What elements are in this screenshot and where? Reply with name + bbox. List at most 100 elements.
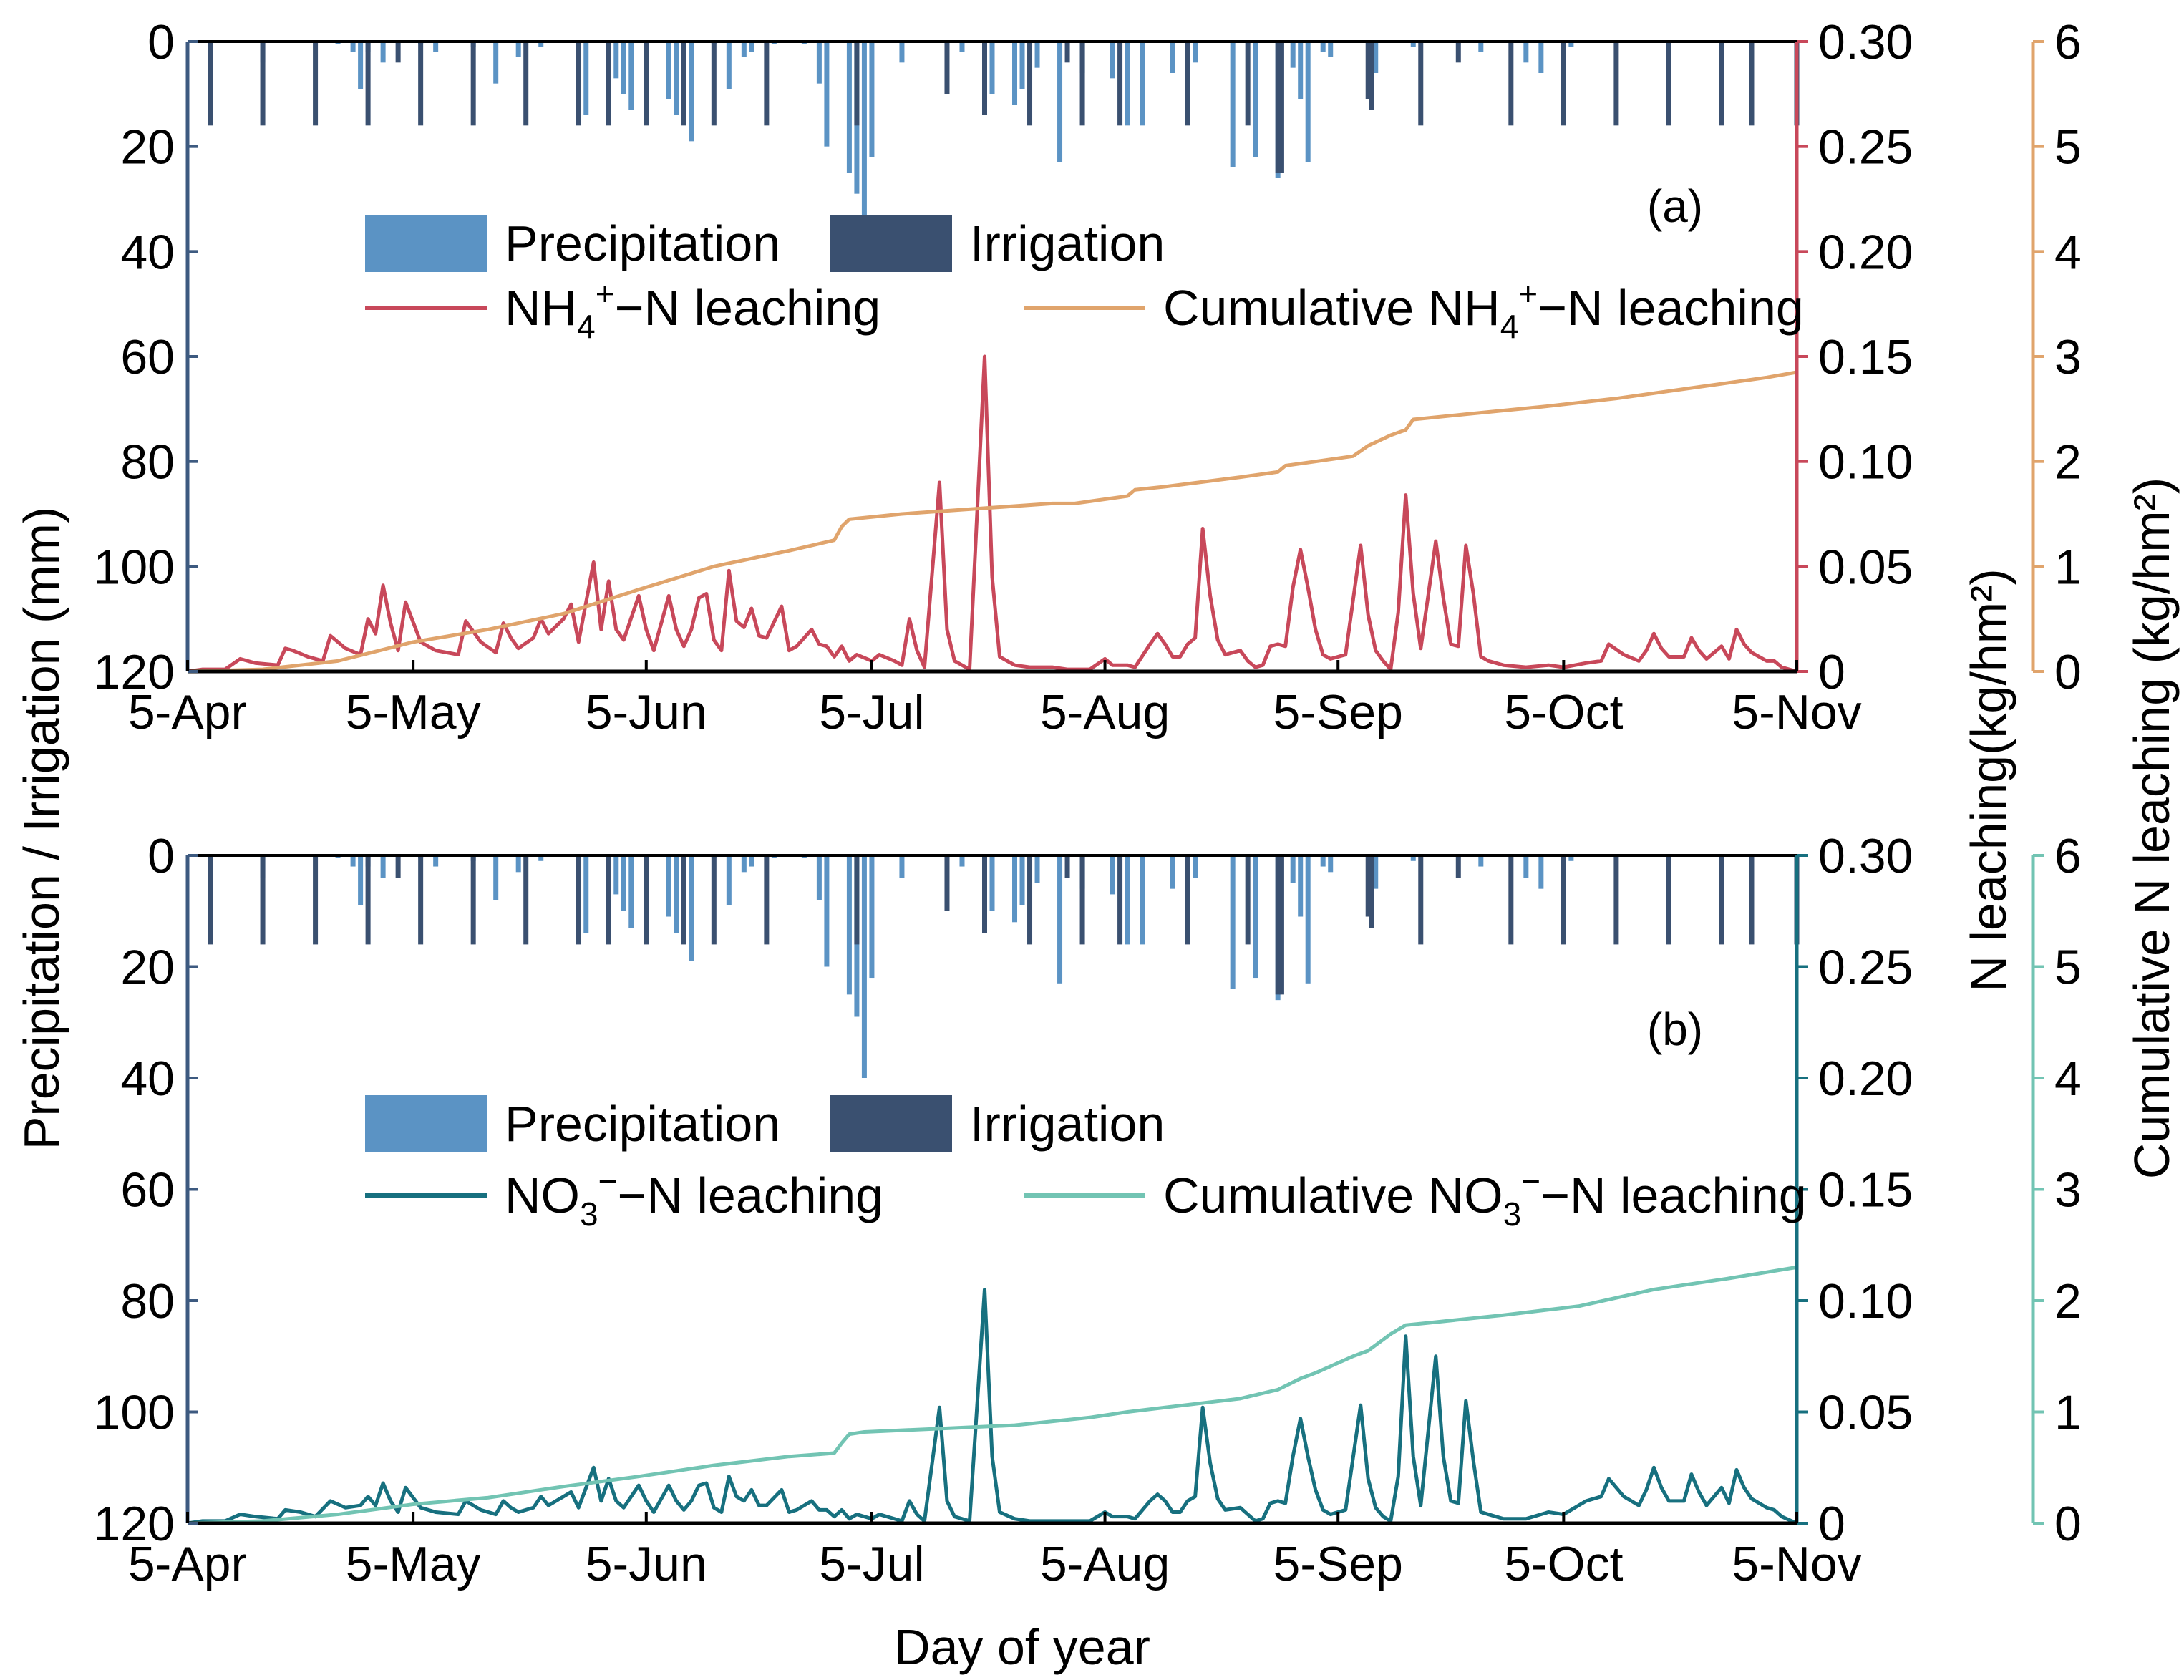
precipitation-bar xyxy=(741,855,747,873)
legend-swatch-irrigation xyxy=(830,1095,952,1152)
right1-tick-label: 0.05 xyxy=(1818,1386,1913,1440)
right2-tick-label: 0 xyxy=(2054,1497,2082,1551)
precipitation-bar xyxy=(350,42,356,52)
left-tick-label: 120 xyxy=(94,1497,175,1551)
right1-tick-label: 0.30 xyxy=(1818,829,1913,883)
left-tick-label: 120 xyxy=(94,645,175,699)
left-tick-label: 20 xyxy=(120,941,175,995)
irrigation-bar xyxy=(711,42,717,126)
precipitation-bar xyxy=(1253,855,1258,979)
precipitation-bar xyxy=(689,42,694,142)
right1-tick-label: 0.25 xyxy=(1818,120,1913,175)
x-tick-label: 5-Apr xyxy=(128,1537,247,1591)
irrigation-bar xyxy=(1613,855,1619,945)
irrigation-bar xyxy=(260,42,266,126)
right2-tick-label: 1 xyxy=(2054,1386,2082,1440)
precipitation-bar xyxy=(816,42,822,84)
left-tick-label: 0 xyxy=(147,829,175,883)
right1-tick-label: 0.10 xyxy=(1818,435,1913,490)
precipitation-bar xyxy=(1230,42,1236,167)
n-leaching-series-line xyxy=(187,354,1797,674)
x-tick-label: 5-Jul xyxy=(819,685,924,739)
precipitation-bar xyxy=(1253,42,1258,157)
right2-tick-label: 2 xyxy=(2054,435,2082,490)
precipitation-bar xyxy=(1568,42,1574,47)
precipitation-bar xyxy=(989,42,995,94)
precipitation-bar xyxy=(861,42,867,252)
precipitation-bar xyxy=(846,42,852,173)
right1-tick-label: 0.05 xyxy=(1818,540,1913,594)
irrigation-bar xyxy=(365,42,371,126)
irrigation-bar xyxy=(1418,855,1424,945)
precipitation-bar xyxy=(1373,855,1379,889)
n-leaching-series-line xyxy=(187,1287,1798,1525)
left-tick-label: 80 xyxy=(120,1274,175,1329)
precipitation-bar xyxy=(824,855,830,967)
x-tick-label: 5-Jun xyxy=(586,685,707,739)
legend-label-irrigation: Irrigation xyxy=(970,1096,1165,1152)
irrigation-bar xyxy=(644,855,649,945)
irrigation-bar xyxy=(1027,855,1033,945)
precipitation-bar xyxy=(613,855,619,895)
precipitation-bar xyxy=(1193,855,1198,878)
irrigation-bar xyxy=(1561,42,1566,126)
x-tick-label: 5-May xyxy=(346,685,481,739)
irrigation-bar xyxy=(470,855,476,945)
irrigation-bar xyxy=(1278,855,1284,995)
precipitation-bar xyxy=(869,855,875,979)
right2-tick-label: 3 xyxy=(2054,1163,2082,1218)
irrigation-bar xyxy=(1749,42,1755,126)
x-tick-label: 5-Nov xyxy=(1732,685,1861,739)
precipitation-bar xyxy=(989,855,995,911)
precipitation-bar xyxy=(1170,855,1175,889)
precipitation-bar xyxy=(1170,42,1175,73)
precipitation-bar xyxy=(493,42,499,84)
right2-tick-label: 5 xyxy=(2054,120,2082,175)
precipitation-bar xyxy=(1538,855,1544,889)
right2-tick-label: 6 xyxy=(2054,829,2082,883)
irrigation-bar xyxy=(1185,42,1190,126)
irrigation-bar xyxy=(1365,855,1371,917)
precipitation-bar xyxy=(1523,42,1529,63)
precipitation-bar xyxy=(666,42,671,99)
precipitation-bar xyxy=(1193,42,1198,63)
x-tick-label: 5-Sep xyxy=(1273,685,1402,739)
irrigation-bar xyxy=(1508,855,1514,945)
precipitation-bar xyxy=(1305,855,1311,984)
irrigation-bar xyxy=(854,855,860,945)
irrigation-bar xyxy=(1666,42,1671,126)
precipitation-bar xyxy=(433,855,439,867)
irrigation-bar xyxy=(1027,42,1033,126)
irrigation-bar xyxy=(981,42,987,115)
right-axis-label-n-leaching: N leaching(kg/hm²) xyxy=(1961,568,2016,991)
x-tick-label: 5-Jul xyxy=(819,1537,924,1591)
precipitation-bar xyxy=(350,855,356,867)
precipitation-bar xyxy=(1410,855,1416,861)
legend-label-cumulative: Cumulative NH4+−N leaching xyxy=(1163,275,1804,345)
right1-tick-label: 0.20 xyxy=(1818,1052,1913,1106)
irrigation-bar xyxy=(313,42,319,126)
legend-label-precipitation: Precipitation xyxy=(505,215,780,271)
legend-swatch-precipitation xyxy=(365,215,487,272)
right1-tick-label: 0.30 xyxy=(1818,15,1913,69)
precipitation-bar xyxy=(583,855,589,933)
cumulative-n-leaching-series-line xyxy=(187,370,1797,674)
precipitation-bar xyxy=(628,855,634,928)
left-tick-label: 0 xyxy=(147,15,175,69)
irrigation-bar xyxy=(1418,42,1424,126)
cumulative-n-leaching-series-line xyxy=(187,1265,1797,1525)
irrigation-bar xyxy=(681,42,686,126)
left-axis-label: Precipitation / Irrigation (mm) xyxy=(14,507,69,1150)
irrigation-bar xyxy=(313,855,319,945)
precipitation-bar xyxy=(380,42,386,63)
precipitation-bar xyxy=(816,855,822,900)
precipitation-bar xyxy=(1019,42,1025,89)
irrigation-bar xyxy=(1508,42,1514,126)
right1-tick-label: 0.15 xyxy=(1818,330,1913,384)
right-axis-label-cumulative: Cumulative N leaching (kg/hm²) xyxy=(2124,477,2180,1179)
precipitation-bar xyxy=(1125,855,1130,945)
irrigation-bar xyxy=(1455,42,1461,63)
right2-tick-label: 4 xyxy=(2054,225,2082,279)
irrigation-bar xyxy=(395,42,401,63)
left-tick-label: 20 xyxy=(120,120,175,175)
